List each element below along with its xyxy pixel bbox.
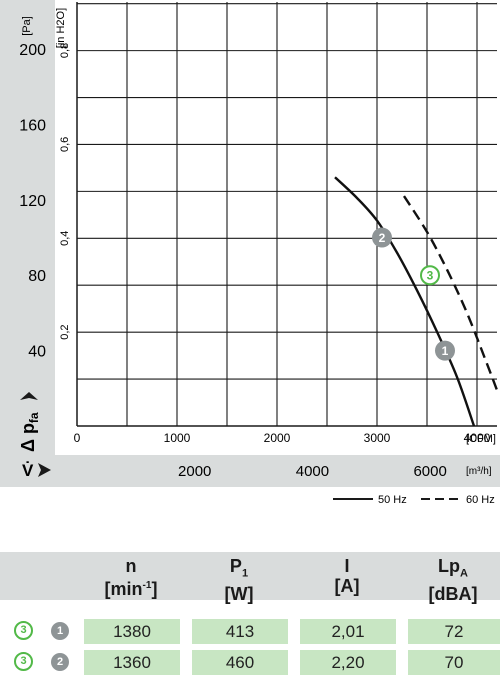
- row2-current: 2,20: [300, 650, 396, 675]
- grid: [76, 2, 497, 427]
- header-sound-main: LpA: [438, 556, 468, 580]
- header-speed-unit: [min-1]: [104, 579, 158, 599]
- flow-arrow-icon: [38, 463, 51, 477]
- y-tick-pa: 200: [19, 42, 46, 59]
- fan-curve-chart: 40 80 120 160 200 0,2 0,4 0,6 0,8 0 1000 2000 3000 40…: [0, 0, 500, 506]
- marker-circle-1: [435, 340, 455, 361]
- markers: 1 2 3: [372, 227, 455, 361]
- svg-text:Δ pfa: Δ pfa: [18, 412, 41, 452]
- y-tick-pa: 160: [19, 117, 46, 134]
- y-tick-inh2o: 0,8: [59, 43, 71, 58]
- x-tick-cfm: 4000: [464, 431, 491, 445]
- header-current-main: I: [344, 556, 350, 576]
- x-unit-m3h: [m³/h]: [466, 466, 492, 477]
- y-tick-inh2o: 0,2: [59, 324, 71, 339]
- header-power: P1 [W]: [184, 556, 294, 604]
- header-power-unit: [W]: [224, 583, 254, 604]
- y-unit-inh2o: [in H2O]: [55, 8, 67, 48]
- legend-50hz: 50 Hz: [378, 494, 407, 506]
- x-tick-cfm: 3000: [364, 431, 391, 445]
- x-unit-cfm: [CFM]: [466, 433, 496, 445]
- legend-60hz: 60 Hz: [466, 494, 495, 506]
- tick-labels: 40 80 120 160 200 0,2 0,4 0,6 0,8 0 1000 2000 3000 40…: [19, 42, 490, 480]
- y-tick-pa: 80: [28, 268, 46, 285]
- header-speed: n [min-1]: [76, 556, 186, 599]
- x-tick-m3h: 6000: [413, 463, 446, 480]
- y-tick-pa: 40: [28, 344, 46, 361]
- x-tick-m3h: 2000: [178, 463, 211, 480]
- x-tick-cfm: 1000: [164, 431, 191, 445]
- header-sound: LpA [dBA]: [398, 556, 500, 604]
- curve-60hz: [402, 195, 499, 391]
- y-tick-inh2o: 0,4: [59, 231, 71, 246]
- row2-badge-60hz: 3: [14, 652, 33, 671]
- marker-circle-3: [420, 265, 440, 286]
- header-current: I [A]: [292, 556, 402, 596]
- x-tick-cfm: 2000: [264, 431, 291, 445]
- marker-label-2: 2: [379, 231, 386, 245]
- row2-speed: 1360: [84, 650, 180, 675]
- flow-symbol: V̇: [22, 461, 34, 480]
- header-power-main: P1: [229, 556, 249, 580]
- row1-current: 2,01: [300, 619, 396, 644]
- pressure-sub: fa: [27, 412, 41, 423]
- row1-badge-60hz: 3: [14, 621, 33, 640]
- row1-sound: 72: [408, 619, 500, 644]
- row2-sound: 70: [408, 650, 500, 675]
- marker-label-3: 3: [427, 269, 434, 283]
- curve-50hz: [334, 176, 476, 427]
- y-tick-inh2o: 0,6: [59, 137, 71, 152]
- header-sound-unit: [dBA]: [428, 583, 478, 604]
- pressure-arrow-icon: [20, 392, 38, 400]
- pressure-axis-symbol: Δ pfa: [18, 392, 41, 452]
- x-tick-cfm: 0: [74, 431, 81, 445]
- row1-badge-point: 1: [51, 622, 69, 640]
- row2-badge-point: 2: [51, 653, 69, 671]
- row1-speed: 1380: [84, 619, 180, 644]
- table-header: [0, 552, 500, 600]
- marker-circle-2: [372, 227, 392, 248]
- row1-power: 413: [192, 619, 288, 644]
- row2-power: 460: [192, 650, 288, 675]
- curves: [334, 176, 499, 427]
- header-current-unit: [A]: [334, 576, 360, 596]
- marker-label-1: 1: [442, 344, 449, 358]
- pressure-symbol: Δ p: [18, 423, 38, 452]
- y-tick-pa: 120: [19, 193, 46, 210]
- bottom-axis-band: [0, 455, 500, 487]
- left-axis-band: [0, 0, 55, 455]
- header-speed-main: n: [125, 556, 137, 576]
- y-unit-pa: [Pa]: [21, 16, 33, 36]
- x-tick-m3h: 4000: [296, 463, 329, 480]
